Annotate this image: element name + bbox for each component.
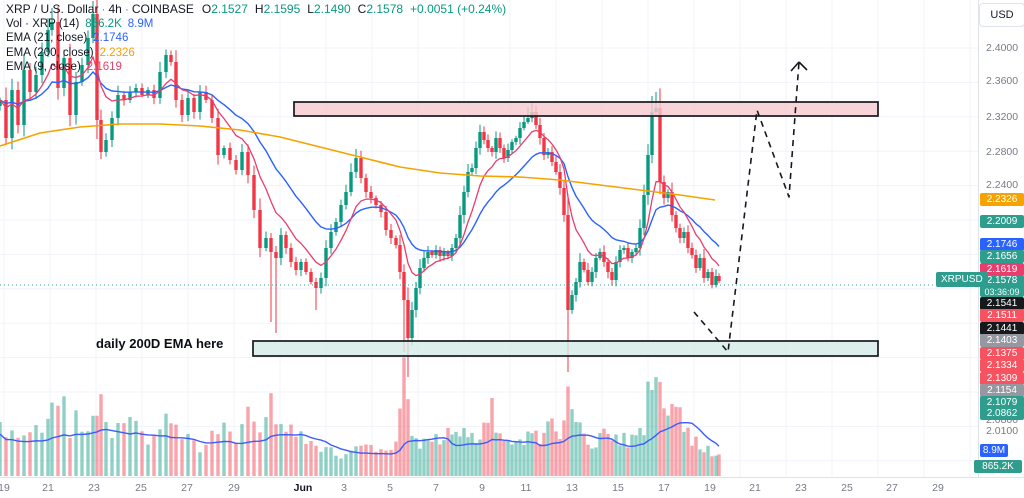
support-zone-drawing[interactable] (252, 340, 879, 357)
price-line-symbol-pill: XRPUSD (936, 272, 988, 287)
price-level-badge: 2.1441 (980, 322, 1024, 335)
time-tick-label: 9 (479, 482, 485, 494)
volume-value-badge: 865.2K (974, 460, 1022, 473)
price-level-badge: 2.1403 (980, 334, 1024, 347)
time-tick-label: 23 (795, 482, 807, 494)
ohlc-item: L2.1490 (307, 2, 351, 16)
candles-series (0, 0, 721, 377)
price-axis[interactable]: USD 2.4000 2.3600 2.3200 2.2800 2.2400 2.0800… (974, 0, 1024, 477)
separator: · (124, 2, 129, 16)
indicator-value: 2.1746 (93, 32, 129, 44)
price-level-badge: 2.1541 (980, 297, 1024, 310)
ema21-line[interactable] (0, 71, 720, 253)
projection-arrow-drawing[interactable] (693, 61, 800, 353)
ohlc-item: C2.1578 (357, 2, 404, 16)
price-level-badge: 2.1375 (980, 347, 1024, 360)
indicator-legend-row[interactable]: EMA (200, close) 2.2326 (6, 46, 506, 61)
time-tick-label: 29 (228, 482, 240, 494)
chart-canvas[interactable]: XRP / U.S. Dollar · 4h · COINBASE O2.1527 H2.1… (0, 0, 988, 477)
bar-countdown: 03:36:09 (984, 287, 1020, 297)
current-price-badge: 2.1578 03:36:09 (980, 275, 1024, 297)
price-tick-label: 2.2400 (986, 179, 1019, 191)
indicator-value: 2.2326 (99, 46, 135, 59)
time-tick-label: 23 (88, 482, 100, 494)
zone-annotation-text[interactable]: daily 200D EMA here (96, 336, 224, 351)
price-level-badge: 2.1746 (980, 238, 1024, 251)
time-axis[interactable]: 19 21 23 25 27 29 Jun 3 5 7 9 11 13 15 17 19 21 23 25 27 29 (0, 477, 1024, 498)
ohlc-item: O2.1527 (201, 2, 248, 16)
volume-ma-line (0, 422, 720, 455)
projection-arrowhead (798, 61, 808, 71)
indicator-label: EMA (21, close) (6, 32, 88, 44)
indicator-legend-row[interactable]: Vol · XRP (14) 866.2K 8.9M (6, 17, 506, 32)
time-tick-label: 21 (749, 482, 761, 494)
time-tick-label: 17 (658, 482, 670, 494)
ohlc-values: O2.1527 H2.1595 L2.1490 C2.1578 +0.0051 (+0.… (202, 2, 506, 16)
price-level-badge: 2.2009 (980, 215, 1024, 228)
indicator-legend-rows: Vol · XRP (14) 866.2K 8.9M EMA (21, close) 2… (6, 17, 506, 75)
time-tick-label: Jun (293, 482, 313, 494)
price-tick-label: 2.2800 (986, 146, 1019, 158)
price-level-badge: 2.1656 (980, 250, 1024, 263)
price-level-badge: 2.2326 (980, 193, 1024, 206)
ohlc-item: H2.1595 (254, 2, 301, 16)
time-tick-label: 19 (704, 482, 716, 494)
indicator-legend-row[interactable]: EMA (21, close) 2.1746 (6, 31, 506, 46)
price-tick-label: 2.3200 (986, 111, 1019, 123)
ema200-line[interactable] (0, 123, 716, 201)
change-value: +0.0051 (+0.24%) (410, 2, 507, 16)
legend-panel: XRP / U.S. Dollar · 4h · COINBASE O2.1527 H2.1… (6, 2, 506, 75)
time-tick-label: 15 (612, 482, 624, 494)
time-tick-label: 13 (566, 482, 578, 494)
volume-value-badge: 8.9M (980, 444, 1008, 457)
price-level-badge: 2.0862 (980, 407, 1024, 420)
indicator-label: EMA (9, close) (6, 61, 81, 73)
indicator-label: Vol · XRP (14) (6, 17, 80, 30)
volume-series (0, 357, 721, 476)
time-tick-label: 29 (932, 482, 944, 494)
price-level-badge: 2.1334 (980, 359, 1024, 372)
time-tick-label: 21 (42, 482, 54, 494)
price-level-badge: 2.1154 (980, 384, 1024, 397)
price-level-badge: 2.1511 (980, 309, 1024, 322)
price-level-badge: 2.1619 (980, 263, 1024, 276)
time-tick-label: 7 (433, 482, 439, 494)
exchange-label[interactable]: COINBASE (131, 2, 194, 16)
indicator-label: EMA (200, close) (6, 46, 94, 59)
indicator-legend-row[interactable]: EMA (9, close) 2.1619 (6, 60, 506, 75)
price-tick-label: 2.3600 (986, 75, 1019, 87)
time-tick-label: 27 (886, 482, 898, 494)
projection-arrowhead (790, 61, 800, 72)
price-level-badge: 2.1079 (980, 396, 1024, 409)
indicator-value: 8.9M (127, 17, 154, 30)
indicator-value: 2.1619 (86, 61, 122, 73)
time-tick-label: 25 (135, 482, 147, 494)
time-tick-label: 3 (341, 482, 347, 494)
interval-label[interactable]: 4h (108, 2, 122, 16)
current-price-value: 2.1578 (986, 275, 1018, 286)
price-chart-svg[interactable] (0, 0, 978, 477)
separator: · (101, 2, 106, 16)
time-tick-label: 19 (0, 482, 10, 494)
symbol-legend-row[interactable]: XRP / U.S. Dollar · 4h · COINBASE O2.1527 H2.1… (6, 2, 506, 17)
symbol-title[interactable]: XRP / U.S. Dollar (6, 2, 99, 16)
ema9-line[interactable] (0, 56, 720, 277)
resistance-zone-drawing[interactable] (293, 101, 879, 117)
time-tick-label: 5 (387, 482, 393, 494)
time-tick-label: 27 (181, 482, 193, 494)
price-tick-label: 2.0100 (986, 425, 1019, 437)
indicator-value: 866.2K (85, 17, 122, 30)
currency-button[interactable]: USD (979, 3, 1024, 27)
time-tick-label: 11 (520, 482, 532, 494)
price-tick-label: 2.4000 (986, 42, 1019, 54)
time-tick-label: 25 (841, 482, 853, 494)
price-level-badge: 2.1309 (980, 372, 1024, 385)
